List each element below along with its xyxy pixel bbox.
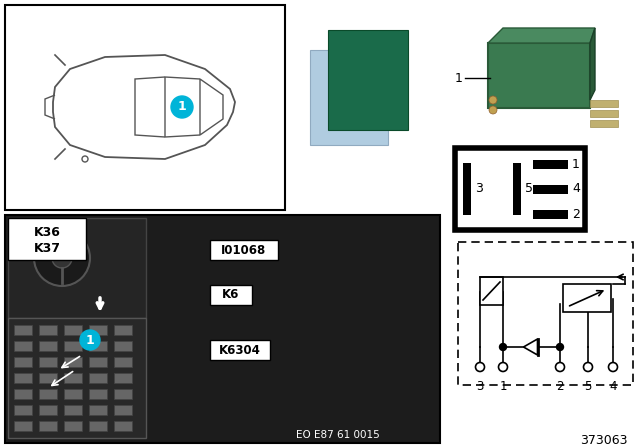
Text: K36: K36 bbox=[33, 225, 60, 238]
Bar bbox=[463, 163, 471, 215]
Bar bbox=[533, 210, 568, 219]
Bar bbox=[64, 389, 82, 399]
Bar bbox=[89, 389, 107, 399]
Bar bbox=[39, 325, 57, 335]
Bar bbox=[39, 421, 57, 431]
Text: 1: 1 bbox=[86, 333, 94, 346]
Bar bbox=[5, 5, 285, 210]
Circle shape bbox=[34, 230, 90, 286]
Bar bbox=[480, 277, 503, 305]
Text: 1: 1 bbox=[572, 158, 580, 171]
Text: 4: 4 bbox=[572, 182, 580, 195]
Bar bbox=[210, 285, 252, 305]
Bar bbox=[114, 421, 132, 431]
Bar bbox=[114, 325, 132, 335]
Text: 2: 2 bbox=[556, 380, 564, 393]
Bar bbox=[8, 318, 146, 438]
Text: 1: 1 bbox=[455, 72, 463, 85]
Text: 1: 1 bbox=[178, 100, 186, 113]
Text: K6: K6 bbox=[222, 289, 240, 302]
Bar bbox=[210, 340, 270, 360]
Circle shape bbox=[489, 96, 497, 104]
Bar bbox=[114, 373, 132, 383]
Circle shape bbox=[499, 344, 506, 350]
Bar bbox=[14, 325, 32, 335]
Bar bbox=[590, 120, 618, 127]
Bar bbox=[533, 160, 568, 169]
Bar bbox=[114, 357, 132, 367]
Circle shape bbox=[557, 344, 563, 350]
Bar bbox=[513, 163, 521, 215]
Bar bbox=[39, 373, 57, 383]
Text: 3: 3 bbox=[476, 380, 484, 393]
Text: K6304: K6304 bbox=[219, 344, 261, 357]
Bar bbox=[458, 242, 633, 385]
Polygon shape bbox=[488, 28, 595, 43]
Bar bbox=[64, 325, 82, 335]
Bar bbox=[14, 421, 32, 431]
Bar bbox=[14, 373, 32, 383]
Text: EO E87 61 0015: EO E87 61 0015 bbox=[296, 430, 380, 440]
Bar bbox=[114, 405, 132, 415]
Bar bbox=[8, 218, 86, 260]
Bar bbox=[89, 341, 107, 351]
Text: 3: 3 bbox=[475, 182, 483, 195]
Bar bbox=[14, 405, 32, 415]
Bar bbox=[64, 357, 82, 367]
Bar bbox=[39, 405, 57, 415]
Bar bbox=[39, 389, 57, 399]
Bar bbox=[14, 389, 32, 399]
Bar bbox=[89, 405, 107, 415]
Bar bbox=[590, 110, 618, 117]
Circle shape bbox=[52, 248, 72, 268]
Text: 5: 5 bbox=[525, 182, 533, 195]
Text: 5: 5 bbox=[584, 380, 592, 393]
Bar bbox=[533, 185, 568, 194]
Circle shape bbox=[80, 330, 100, 350]
Bar bbox=[89, 357, 107, 367]
Bar bbox=[39, 357, 57, 367]
Text: 1: 1 bbox=[499, 380, 507, 393]
Bar bbox=[455, 148, 585, 230]
Bar bbox=[563, 284, 611, 312]
Polygon shape bbox=[524, 339, 538, 355]
Bar bbox=[64, 421, 82, 431]
Text: K37: K37 bbox=[33, 241, 61, 254]
Text: 373063: 373063 bbox=[580, 434, 628, 447]
Bar bbox=[8, 218, 146, 318]
Bar bbox=[488, 43, 590, 108]
Bar bbox=[89, 421, 107, 431]
Bar bbox=[64, 373, 82, 383]
Bar bbox=[89, 325, 107, 335]
Polygon shape bbox=[590, 28, 595, 100]
Bar bbox=[328, 30, 408, 130]
Bar bbox=[210, 240, 278, 260]
Circle shape bbox=[489, 106, 497, 114]
Bar bbox=[14, 357, 32, 367]
Text: 4: 4 bbox=[609, 380, 617, 393]
Circle shape bbox=[171, 96, 193, 118]
Bar bbox=[14, 341, 32, 351]
Bar bbox=[89, 373, 107, 383]
Text: I01068: I01068 bbox=[221, 244, 267, 257]
Bar bbox=[310, 50, 388, 145]
Bar bbox=[5, 215, 440, 443]
Bar bbox=[114, 389, 132, 399]
Bar bbox=[114, 341, 132, 351]
Bar bbox=[64, 341, 82, 351]
Text: 2: 2 bbox=[572, 207, 580, 220]
Bar bbox=[39, 341, 57, 351]
Bar bbox=[64, 405, 82, 415]
Bar bbox=[590, 100, 618, 107]
